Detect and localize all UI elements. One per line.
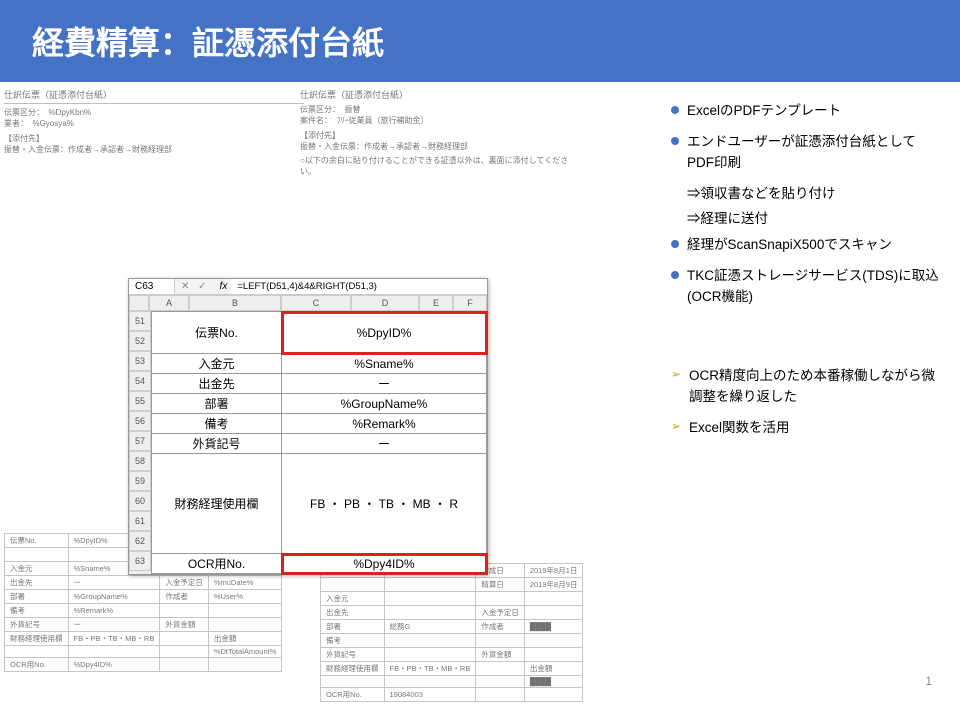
fx-icon[interactable]: fx [216, 279, 232, 294]
formula-input[interactable]: =LEFT(D51,4)&4&RIGHT(D51,3) [231, 279, 487, 294]
formula-icons[interactable]: ✕ ✓ [175, 279, 216, 294]
page-number: 1 [925, 674, 932, 688]
bullet-3: 経理がScanSnapiX500でスキャン [669, 234, 942, 256]
bg-doc-topright: 仕訳伝票（証憑添付台紙） 伝票区分： 振替 案件名： ﾌﾘｰ従業員（旅行補助金）… [300, 88, 580, 177]
formula-bar: C63 ✕ ✓ fx =LEFT(D51,4)&4&RIGHT(D51,3) [129, 279, 487, 295]
bullet-2: エンドユーザーが証憑添付台紙としてPDF印刷 [669, 131, 942, 174]
grid-body[interactable]: 伝票No.%DpyID%入金元%Sname%出金先ー部署%GroupName%備… [151, 311, 487, 574]
bullet-4: TKC証憑ストレージサービス(TDS)に取込(OCR機能) [669, 265, 942, 308]
arrow-2: Excel関数を活用 [669, 417, 942, 439]
slide-title: 経費精算：証憑添付台紙 [0, 0, 960, 82]
bg-doc-topleft: 仕訳伝票（証憑添付台紙） 伝票区分： %DpyKbn% 業者： %Gyosya%… [4, 88, 304, 155]
screenshot-pane: 仕訳伝票（証憑添付台紙） 伝票区分： %DpyKbn% 業者： %Gyosya%… [0, 82, 665, 708]
bullet-2a: ⇒領収書などを貼り付け [669, 183, 942, 205]
row-headers[interactable]: 51525354555657585960616263 [129, 311, 151, 574]
bullet-2b: ⇒経理に送付 [669, 208, 942, 230]
bg-doc-bottomright: 伝票No.1908T003作成日2019年8月1日精算日2019年8月9日入金元… [320, 563, 630, 702]
bullet-pane: ExcelのPDFテンプレート エンドユーザーが証憑添付台紙としてPDF印刷 ⇒… [665, 82, 960, 708]
name-box[interactable]: C63 [129, 279, 175, 294]
bullet-1: ExcelのPDFテンプレート [669, 100, 942, 122]
excel-window: C63 ✕ ✓ fx =LEFT(D51,4)&4&RIGHT(D51,3) A… [128, 278, 488, 575]
col-headers[interactable]: ABCDEF [149, 295, 487, 311]
arrow-1: OCR精度向上のため本番稼働しながら微調整を繰り返した [669, 365, 942, 408]
